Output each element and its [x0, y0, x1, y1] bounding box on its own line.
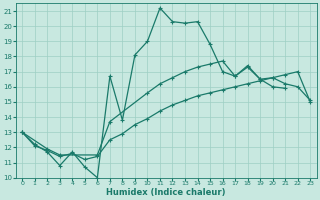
X-axis label: Humidex (Indice chaleur): Humidex (Indice chaleur) — [107, 188, 226, 197]
